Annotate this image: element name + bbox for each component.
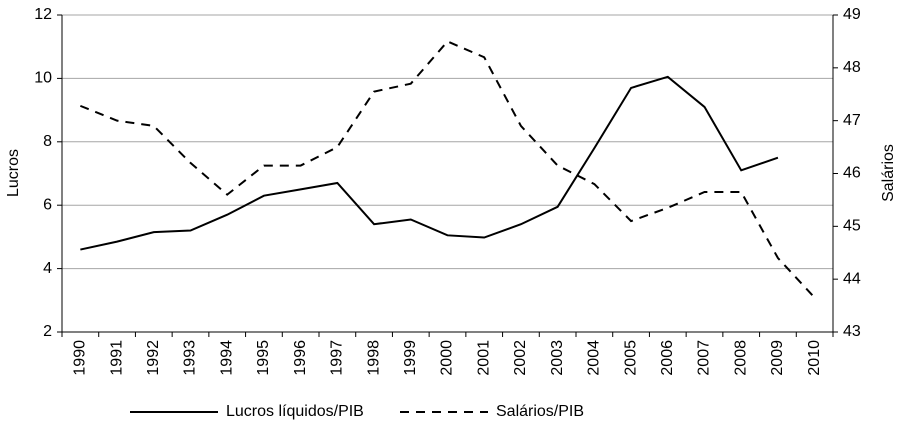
x-tick-label: 1991 bbox=[108, 340, 125, 376]
y2-tick-label: 48 bbox=[843, 59, 861, 76]
x-tick-label: 1999 bbox=[402, 340, 419, 376]
y-tick-label: 6 bbox=[43, 196, 52, 213]
x-tick-label: 2004 bbox=[586, 340, 603, 376]
y2-axis-title: Salários bbox=[880, 144, 897, 202]
y-tick-label: 12 bbox=[34, 6, 52, 23]
x-tick-label: 1990 bbox=[72, 340, 89, 376]
x-tick-label: 2005 bbox=[622, 340, 639, 376]
y2-tick-label: 49 bbox=[843, 6, 861, 23]
x-tick-label: 2010 bbox=[806, 340, 823, 376]
x-tick-label: 1994 bbox=[218, 340, 235, 376]
y-tick-label: 4 bbox=[43, 260, 52, 277]
x-tick-label: 2009 bbox=[769, 340, 786, 376]
legend-label: Salários/PIB bbox=[496, 403, 584, 420]
x-tick-label: 2003 bbox=[549, 340, 566, 376]
legend-label: Lucros líquidos/PIB bbox=[226, 403, 364, 420]
x-tick-label: 2002 bbox=[512, 340, 529, 376]
y2-tick-label: 44 bbox=[843, 270, 861, 287]
y2-tick-label: 45 bbox=[843, 218, 861, 235]
x-tick-label: 1998 bbox=[365, 340, 382, 376]
y2-tick-label: 43 bbox=[843, 323, 861, 340]
y-tick-label: 2 bbox=[43, 323, 52, 340]
x-tick-label: 1995 bbox=[255, 340, 272, 376]
line-series bbox=[80, 75, 779, 251]
y2-tick-label: 47 bbox=[843, 112, 861, 129]
y-axis-title: Lucros bbox=[5, 149, 22, 197]
x-tick-label: 2006 bbox=[659, 340, 676, 376]
x-tick-label: 2007 bbox=[696, 340, 713, 376]
y-tick-label: 10 bbox=[34, 70, 52, 87]
x-tick-label: 2008 bbox=[732, 340, 749, 376]
y-tick-label: 8 bbox=[43, 133, 52, 150]
x-tick-label: 1996 bbox=[292, 340, 309, 376]
x-tick-label: 1997 bbox=[329, 340, 346, 376]
y2-tick-label: 46 bbox=[843, 165, 861, 182]
x-tick-label: 1993 bbox=[182, 340, 199, 376]
x-tick-label: 1992 bbox=[145, 340, 162, 376]
x-tick-label: 2001 bbox=[475, 340, 492, 376]
line-series bbox=[79, 40, 816, 299]
x-tick-label: 2000 bbox=[439, 340, 456, 376]
